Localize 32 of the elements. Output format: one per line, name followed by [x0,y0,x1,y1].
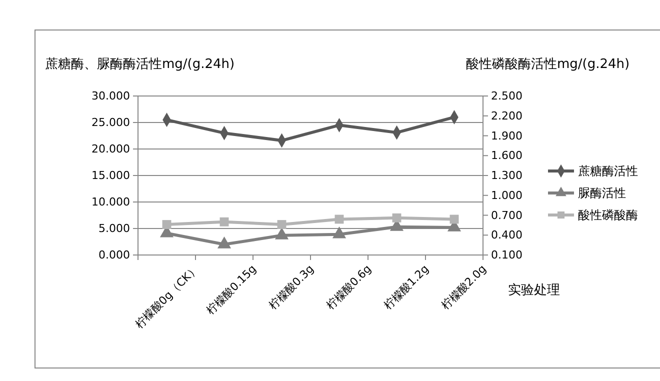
point [220,217,229,226]
point [162,220,172,229]
point [274,228,289,240]
y2-tick-label: 0.100 [491,248,522,262]
y-tick-label: 0.000 [98,248,130,262]
point [217,236,232,248]
point [334,214,344,224]
x-axis-title: 实验处理 [508,283,560,298]
y2-tick-label: 0.400 [491,228,522,242]
y-tick-label: 30.000 [92,90,130,103]
y-tick-label: 15.000 [92,169,130,182]
x-tick-label: 柠檬酸0g（CK） [132,262,202,331]
y2-tick-label: 1.000 [491,188,522,202]
legend-label: 蔗糖酶活性 [578,164,638,178]
y-tick-label: 5.000 [98,222,130,236]
y2-tick-label: 1.600 [491,149,522,162]
y2-tick-label: 2.500 [491,90,522,103]
point [332,226,346,238]
legend-label: 脲酶活性 [578,186,626,200]
point [277,220,286,229]
y2-tick-label: 2.200 [491,109,522,122]
y2-tick-label: 1.900 [491,129,522,142]
y-axis-title: 蔗糖酶、脲酶酶活性mg/(g.24h) [45,57,235,72]
y-tick-label: 10.000 [92,196,130,209]
point [392,213,402,222]
point [450,214,459,224]
y2-tick-label: 1.300 [491,169,522,182]
y-tick-label: 20.000 [92,142,130,156]
y-tick-label: 25.000 [92,116,130,130]
legend-label: 酸性磷酸酶 [578,208,638,222]
y2-tick-label: 0.700 [491,208,522,222]
y2-axis-title: 酸性磷酸酶活性mg/(g.24h) [466,57,630,72]
